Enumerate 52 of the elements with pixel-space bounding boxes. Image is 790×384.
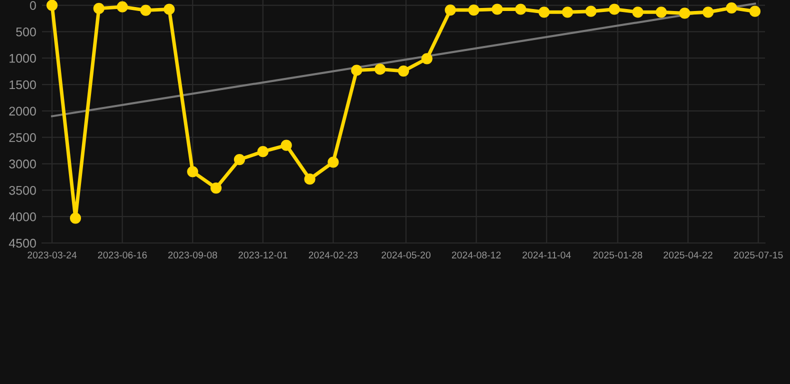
point <box>656 6 667 18</box>
point <box>257 146 268 158</box>
point <box>726 2 738 14</box>
y-tick-label: 3000 <box>9 160 36 168</box>
point <box>70 212 82 224</box>
x-tick-label: 2024-05-20 <box>382 252 430 258</box>
point <box>421 53 432 64</box>
point <box>328 156 339 168</box>
y-tick-label: 1000 <box>10 54 36 63</box>
point <box>444 4 456 16</box>
y-tick-label: 1500 <box>10 80 36 90</box>
point <box>749 6 761 17</box>
y-tick-label: 0 <box>30 1 36 10</box>
point <box>351 64 362 76</box>
point <box>46 0 58 11</box>
point <box>187 166 198 178</box>
point <box>374 64 386 75</box>
point <box>538 6 550 18</box>
point <box>304 174 316 185</box>
point <box>140 4 152 16</box>
point <box>632 6 644 18</box>
point <box>562 6 574 18</box>
x-tick-label: 2023-09-08 <box>168 252 218 258</box>
point <box>608 4 620 15</box>
x-tick-label: 2023-06-16 <box>98 252 147 258</box>
point <box>164 4 175 15</box>
point <box>468 4 480 16</box>
point <box>585 6 596 17</box>
x-tick-label: 2024-02-23 <box>308 252 358 258</box>
point <box>702 6 714 18</box>
x-tick-label: 2025-04-22 <box>664 252 712 258</box>
point <box>210 182 222 194</box>
point <box>492 4 503 15</box>
point <box>679 8 690 19</box>
point <box>515 4 526 15</box>
x-tick-label: 2024-11-04 <box>522 252 571 258</box>
x-tick-label: 2025-07-15 <box>734 252 783 258</box>
x-tick-label: 2025-01-28 <box>593 252 642 258</box>
y-tick-label: 4500 <box>8 238 36 248</box>
x-tick-label: 2023-12-01 <box>238 252 288 258</box>
point <box>280 140 292 151</box>
y-tick-label: 2000 <box>9 106 36 116</box>
point <box>398 65 410 77</box>
point <box>116 1 128 12</box>
x-tick-label: 2024-08-12 <box>452 252 501 258</box>
x-tick-label: 2023-03-24 <box>28 252 77 258</box>
y-tick-label: 2500 <box>9 133 36 142</box>
y-tick-label: 500 <box>16 27 36 36</box>
point <box>93 2 104 14</box>
y-tick-label: 4000 <box>8 212 36 222</box>
point <box>234 154 246 166</box>
y-tick-label: 3500 <box>9 186 36 195</box>
